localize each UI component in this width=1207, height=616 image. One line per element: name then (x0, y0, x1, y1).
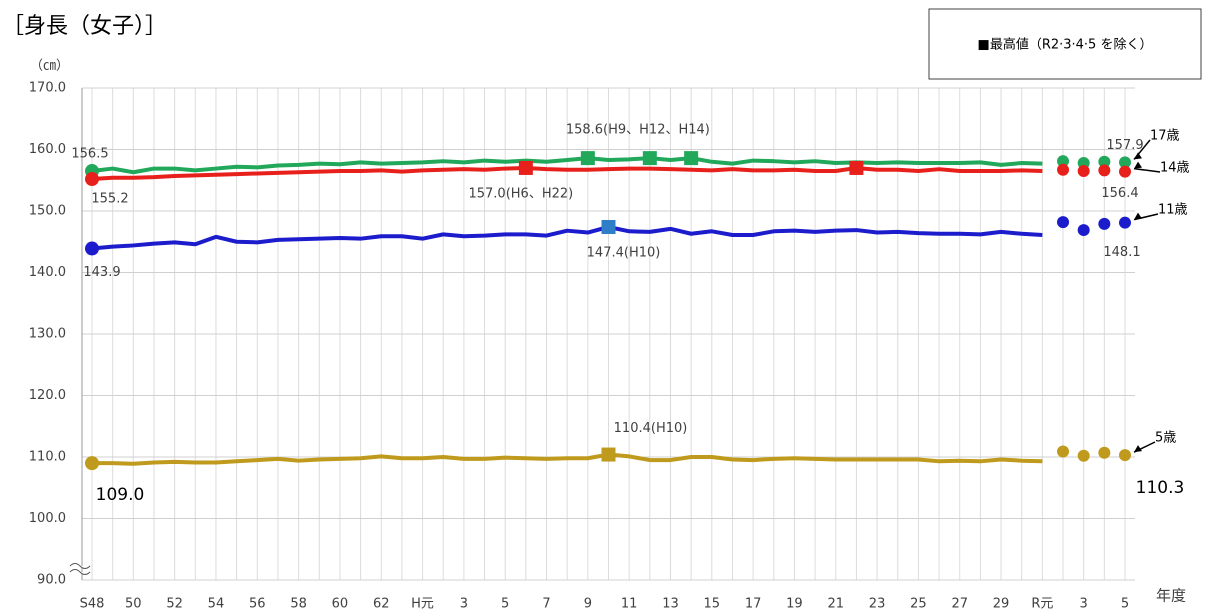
value-label: 148.1 (1103, 245, 1140, 260)
y-tick-label: 110.0 (29, 450, 66, 465)
x-tick-label: 52 (166, 597, 183, 612)
point (1057, 163, 1070, 176)
line (92, 452, 1043, 466)
value-label: 109.0 (96, 485, 145, 505)
x-tick-label: 58 (290, 597, 307, 612)
point (1057, 216, 1070, 229)
line (91, 156, 1043, 175)
point (1119, 449, 1131, 462)
x-tick-label: 7 (542, 597, 550, 612)
point (1077, 165, 1090, 178)
x-tick-label: 13 (662, 597, 679, 612)
max-marker (684, 151, 699, 166)
point (1057, 445, 1070, 458)
y-tick-label: 170.0 (29, 81, 66, 96)
axis-break (69, 563, 91, 575)
y-tick-label: 90.0 (37, 573, 66, 588)
x-tick-label: 23 (869, 597, 886, 612)
x-tick-label: 54 (208, 597, 225, 612)
name-arrow (1133, 167, 1161, 173)
y-tick-label: 120.0 (29, 388, 66, 403)
value-label: 157.9 (1106, 138, 1143, 153)
point (1119, 216, 1131, 229)
x-tick-label: H元 (411, 597, 434, 612)
value-label: 143.9 (83, 265, 120, 280)
max-label: 157.0(H6、H22) (468, 186, 573, 201)
line (91, 165, 1043, 182)
point (1119, 156, 1131, 169)
x-tick-label: 29 (993, 597, 1010, 612)
series-name: 17歳 (1150, 129, 1180, 144)
y-tick-label: 140.0 (29, 265, 66, 280)
x-tick-label: 19 (786, 597, 803, 612)
y-tick-label: 160.0 (29, 142, 66, 157)
start-point (85, 456, 99, 471)
x-tick-label: 3 (460, 597, 468, 612)
x-tick-label: 56 (249, 597, 266, 612)
point (1098, 217, 1111, 230)
x-tick-label: 60 (332, 597, 349, 612)
max-marker (601, 447, 616, 462)
point (1098, 164, 1111, 177)
value-label: 156.4 (1101, 186, 1138, 201)
point (1057, 155, 1070, 168)
y-tick-label: 150.0 (29, 204, 66, 219)
x-tick-label: 3 (1080, 597, 1088, 612)
name-arrow-head (1134, 161, 1142, 169)
x-tick-label: R元 (1031, 597, 1053, 612)
series-name: 14歳 (1160, 161, 1190, 176)
note: ■最高値（R2·3·4·5 を除く） (978, 37, 1153, 53)
y-tick-label: 100.0 (29, 511, 66, 526)
max-label: 147.4(H10) (587, 245, 661, 260)
point (1077, 224, 1090, 237)
max-label: 158.6(H9、H12、H14) (566, 123, 710, 138)
point (1098, 155, 1111, 168)
x-tick-label: 5 (1121, 597, 1129, 612)
value-label: 110.3 (1136, 478, 1185, 498)
point (1119, 165, 1131, 178)
x-tick-label: S48 (80, 597, 105, 612)
point (1077, 449, 1090, 462)
y-unit: （㎝） (30, 59, 69, 74)
x-tick-label: 17 (745, 597, 762, 612)
max-marker (849, 160, 864, 175)
series-name: 11歳 (1158, 203, 1188, 218)
x-tick-label: 9 (584, 597, 592, 612)
line (91, 224, 1043, 251)
max-marker (642, 151, 657, 166)
x-tick-label: 5 (501, 597, 509, 612)
x-label: 年度 (1156, 587, 1186, 605)
series-name: 5歳 (1155, 431, 1176, 446)
chart-title: ［身長（女子）］ (2, 13, 167, 38)
x-tick-label: 27 (951, 597, 968, 612)
value-label: 155.2 (91, 192, 128, 207)
y-tick-label: 130.0 (29, 327, 66, 342)
max-label: 110.4(H10) (614, 421, 688, 436)
x-tick-label: 25 (910, 597, 927, 612)
x-tick-label: 11 (621, 597, 638, 612)
point (1098, 446, 1111, 459)
max-marker (518, 160, 533, 175)
x-tick-label: 62 (373, 597, 390, 612)
x-tick-label: 50 (125, 597, 142, 612)
note-box (928, 8, 1202, 80)
start-point (85, 241, 99, 256)
max-marker (580, 151, 595, 166)
name-arrow-head (1134, 212, 1142, 220)
name-arrow-head (1134, 445, 1142, 453)
x-tick-label: 21 (827, 597, 844, 612)
value-label: 156.5 (71, 147, 108, 162)
name-arrow-head (1134, 152, 1142, 160)
start-point (85, 172, 99, 187)
max-marker (601, 219, 616, 234)
x-tick-label: 15 (704, 597, 721, 612)
